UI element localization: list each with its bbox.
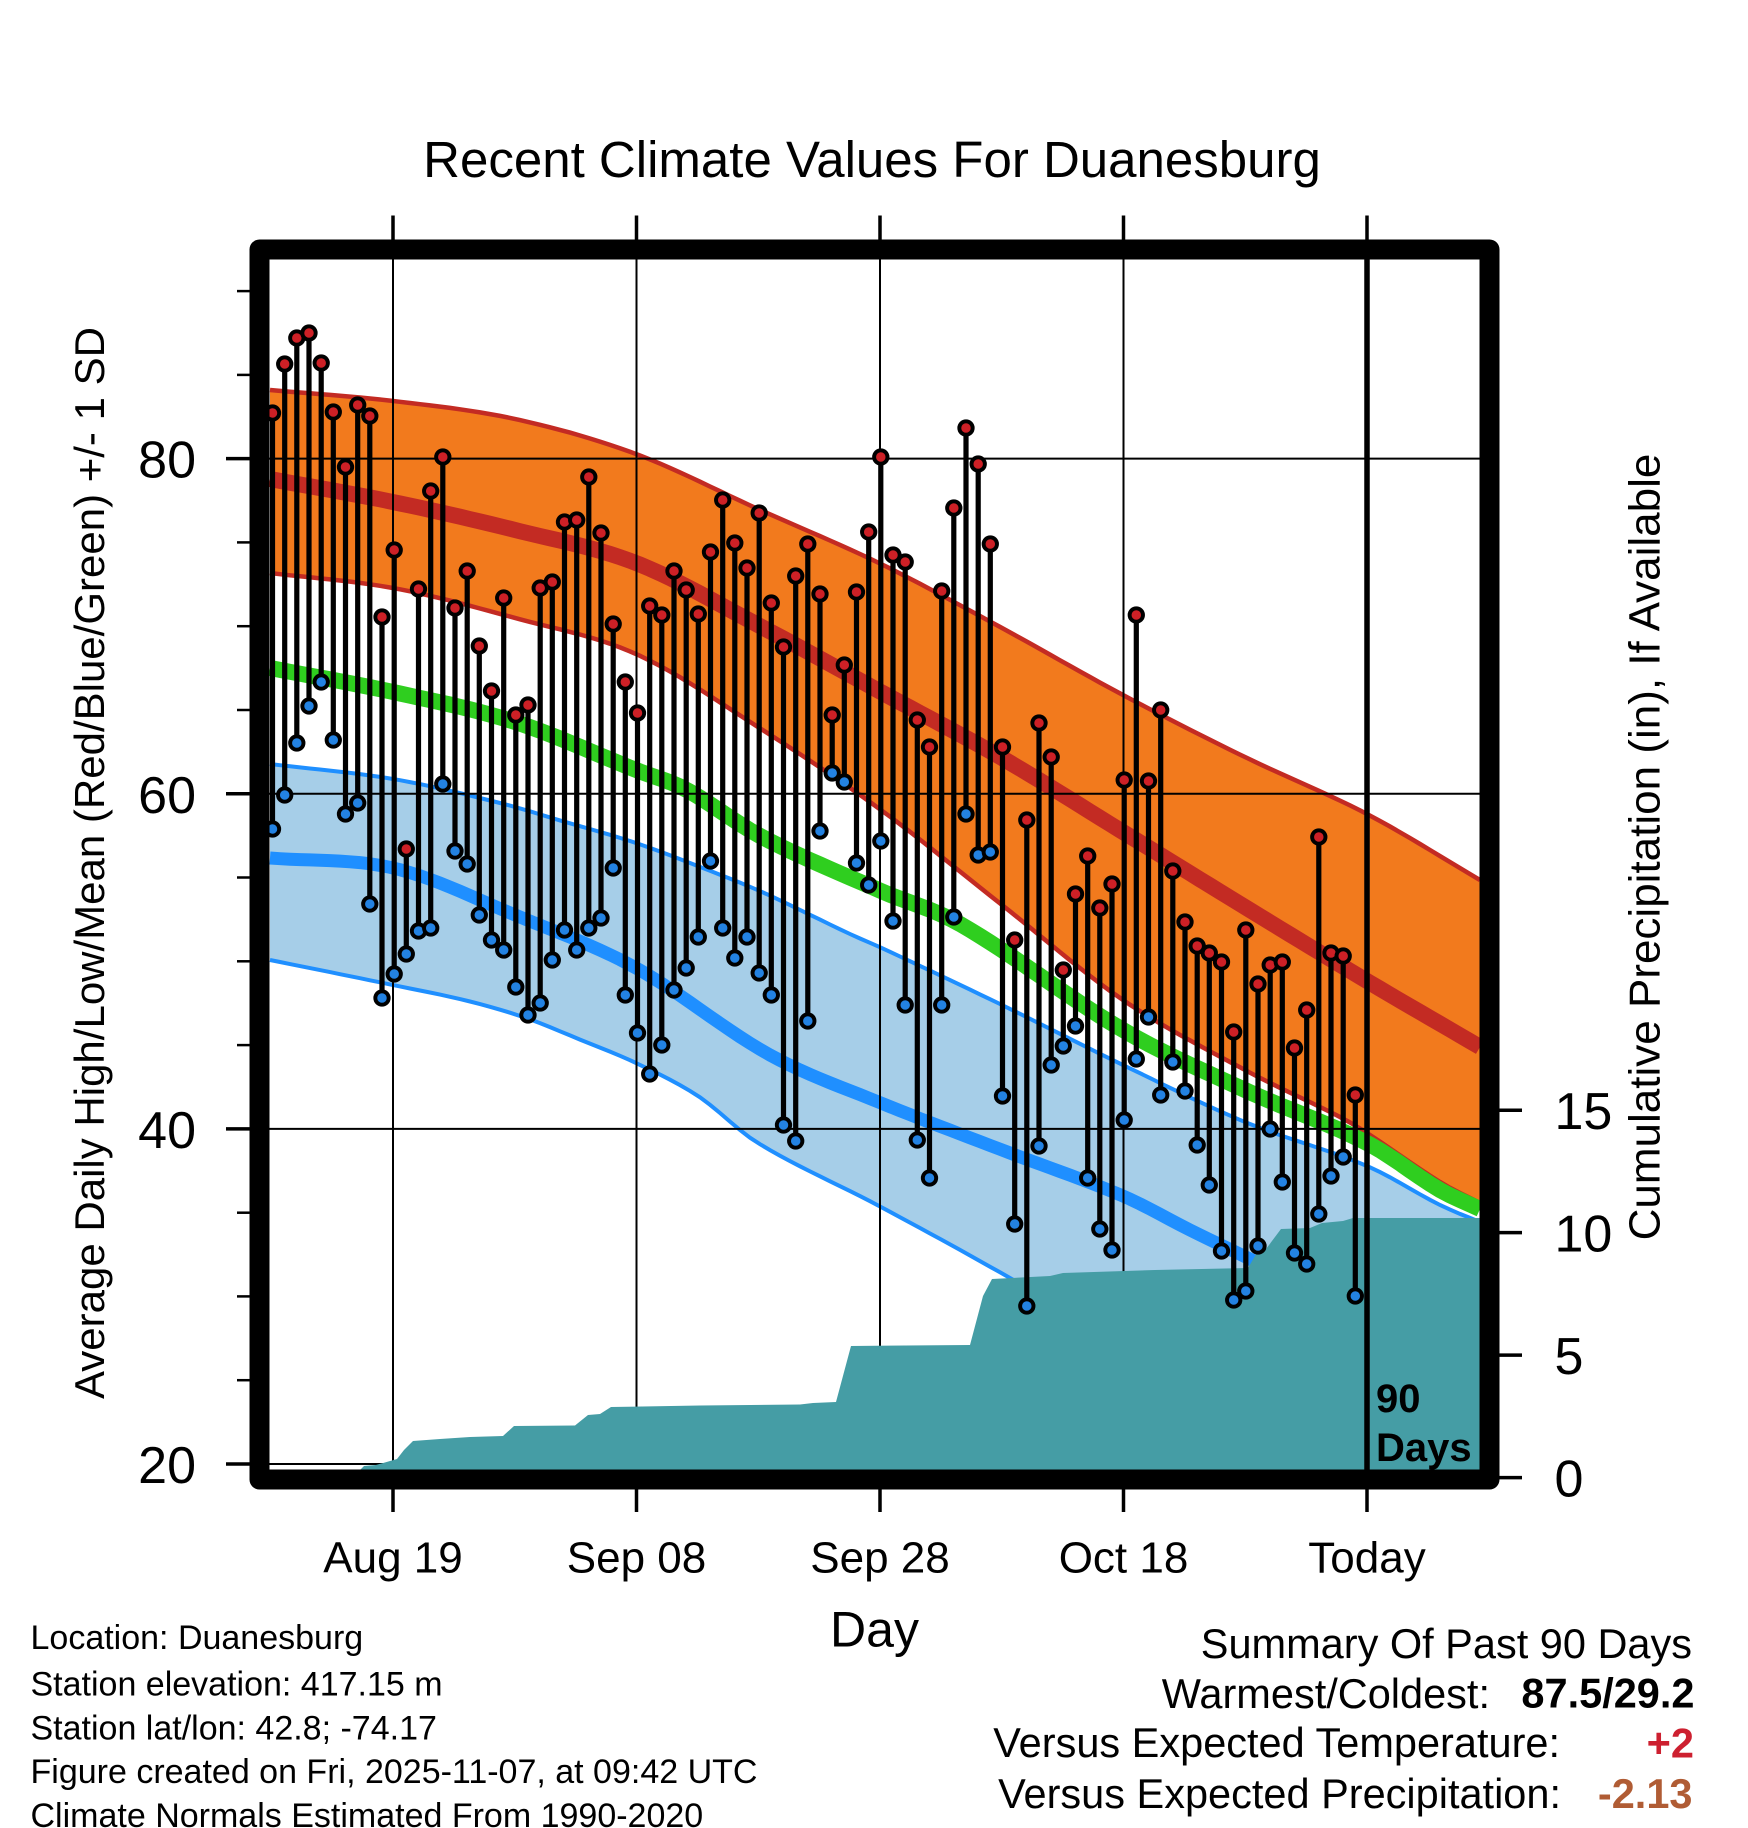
svg-text:Versus Expected Temperature:: Versus Expected Temperature:	[993, 1719, 1560, 1766]
svg-text:Station elevation: 417.15 m: Station elevation: 417.15 m	[31, 1666, 443, 1704]
svg-text:10: 10	[1555, 1206, 1613, 1264]
svg-text:Versus Expected Precipitation:: Versus Expected Precipitation:	[998, 1770, 1561, 1817]
svg-text:20: 20	[138, 1437, 196, 1495]
svg-text:Warmest/Coldest:: Warmest/Coldest:	[1162, 1670, 1490, 1717]
svg-text:Recent Climate Values For Duan: Recent Climate Values For Duanesburg	[423, 131, 1321, 188]
svg-text:15: 15	[1555, 1083, 1613, 1141]
svg-text:Today: Today	[1308, 1534, 1425, 1583]
svg-text:Cumulative Precipitation (in),: Cumulative Precipitation (in), If Availa…	[1621, 454, 1670, 1241]
svg-text:Oct 18: Oct 18	[1059, 1534, 1189, 1583]
svg-text:-2.13: -2.13	[1598, 1770, 1693, 1817]
svg-text:90: 90	[1376, 1377, 1421, 1421]
svg-text:Aug 19: Aug 19	[323, 1534, 462, 1583]
svg-text:Figure created on Fri, 2025-11: Figure created on Fri, 2025-11-07, at 09…	[31, 1753, 758, 1791]
svg-text:Summary Of Past 90 Days: Summary Of Past 90 Days	[1201, 1620, 1692, 1667]
svg-text:87.5/29.2: 87.5/29.2	[1521, 1670, 1694, 1717]
svg-text:Location: Duanesburg: Location: Duanesburg	[31, 1619, 364, 1657]
svg-text:5: 5	[1555, 1328, 1584, 1386]
svg-text:80: 80	[138, 432, 196, 490]
svg-text:Sep 08: Sep 08	[567, 1534, 706, 1583]
svg-text:+2: +2	[1647, 1720, 1694, 1767]
svg-text:Sep 28: Sep 28	[810, 1534, 949, 1583]
svg-text:Day: Day	[830, 1602, 919, 1658]
svg-text:0: 0	[1555, 1451, 1584, 1509]
svg-text:Average Daily High/Low/Mean (R: Average Daily High/Low/Mean (Red/Blue/Gr…	[66, 327, 113, 1399]
svg-text:60: 60	[138, 767, 196, 825]
svg-text:Station lat/lon: 42.8; -74.17: Station lat/lon: 42.8; -74.17	[31, 1709, 437, 1747]
svg-text:Climate Normals Estimated From: Climate Normals Estimated From 1990-2020	[31, 1797, 704, 1828]
svg-text:40: 40	[138, 1102, 196, 1160]
svg-text:Days: Days	[1376, 1426, 1472, 1470]
